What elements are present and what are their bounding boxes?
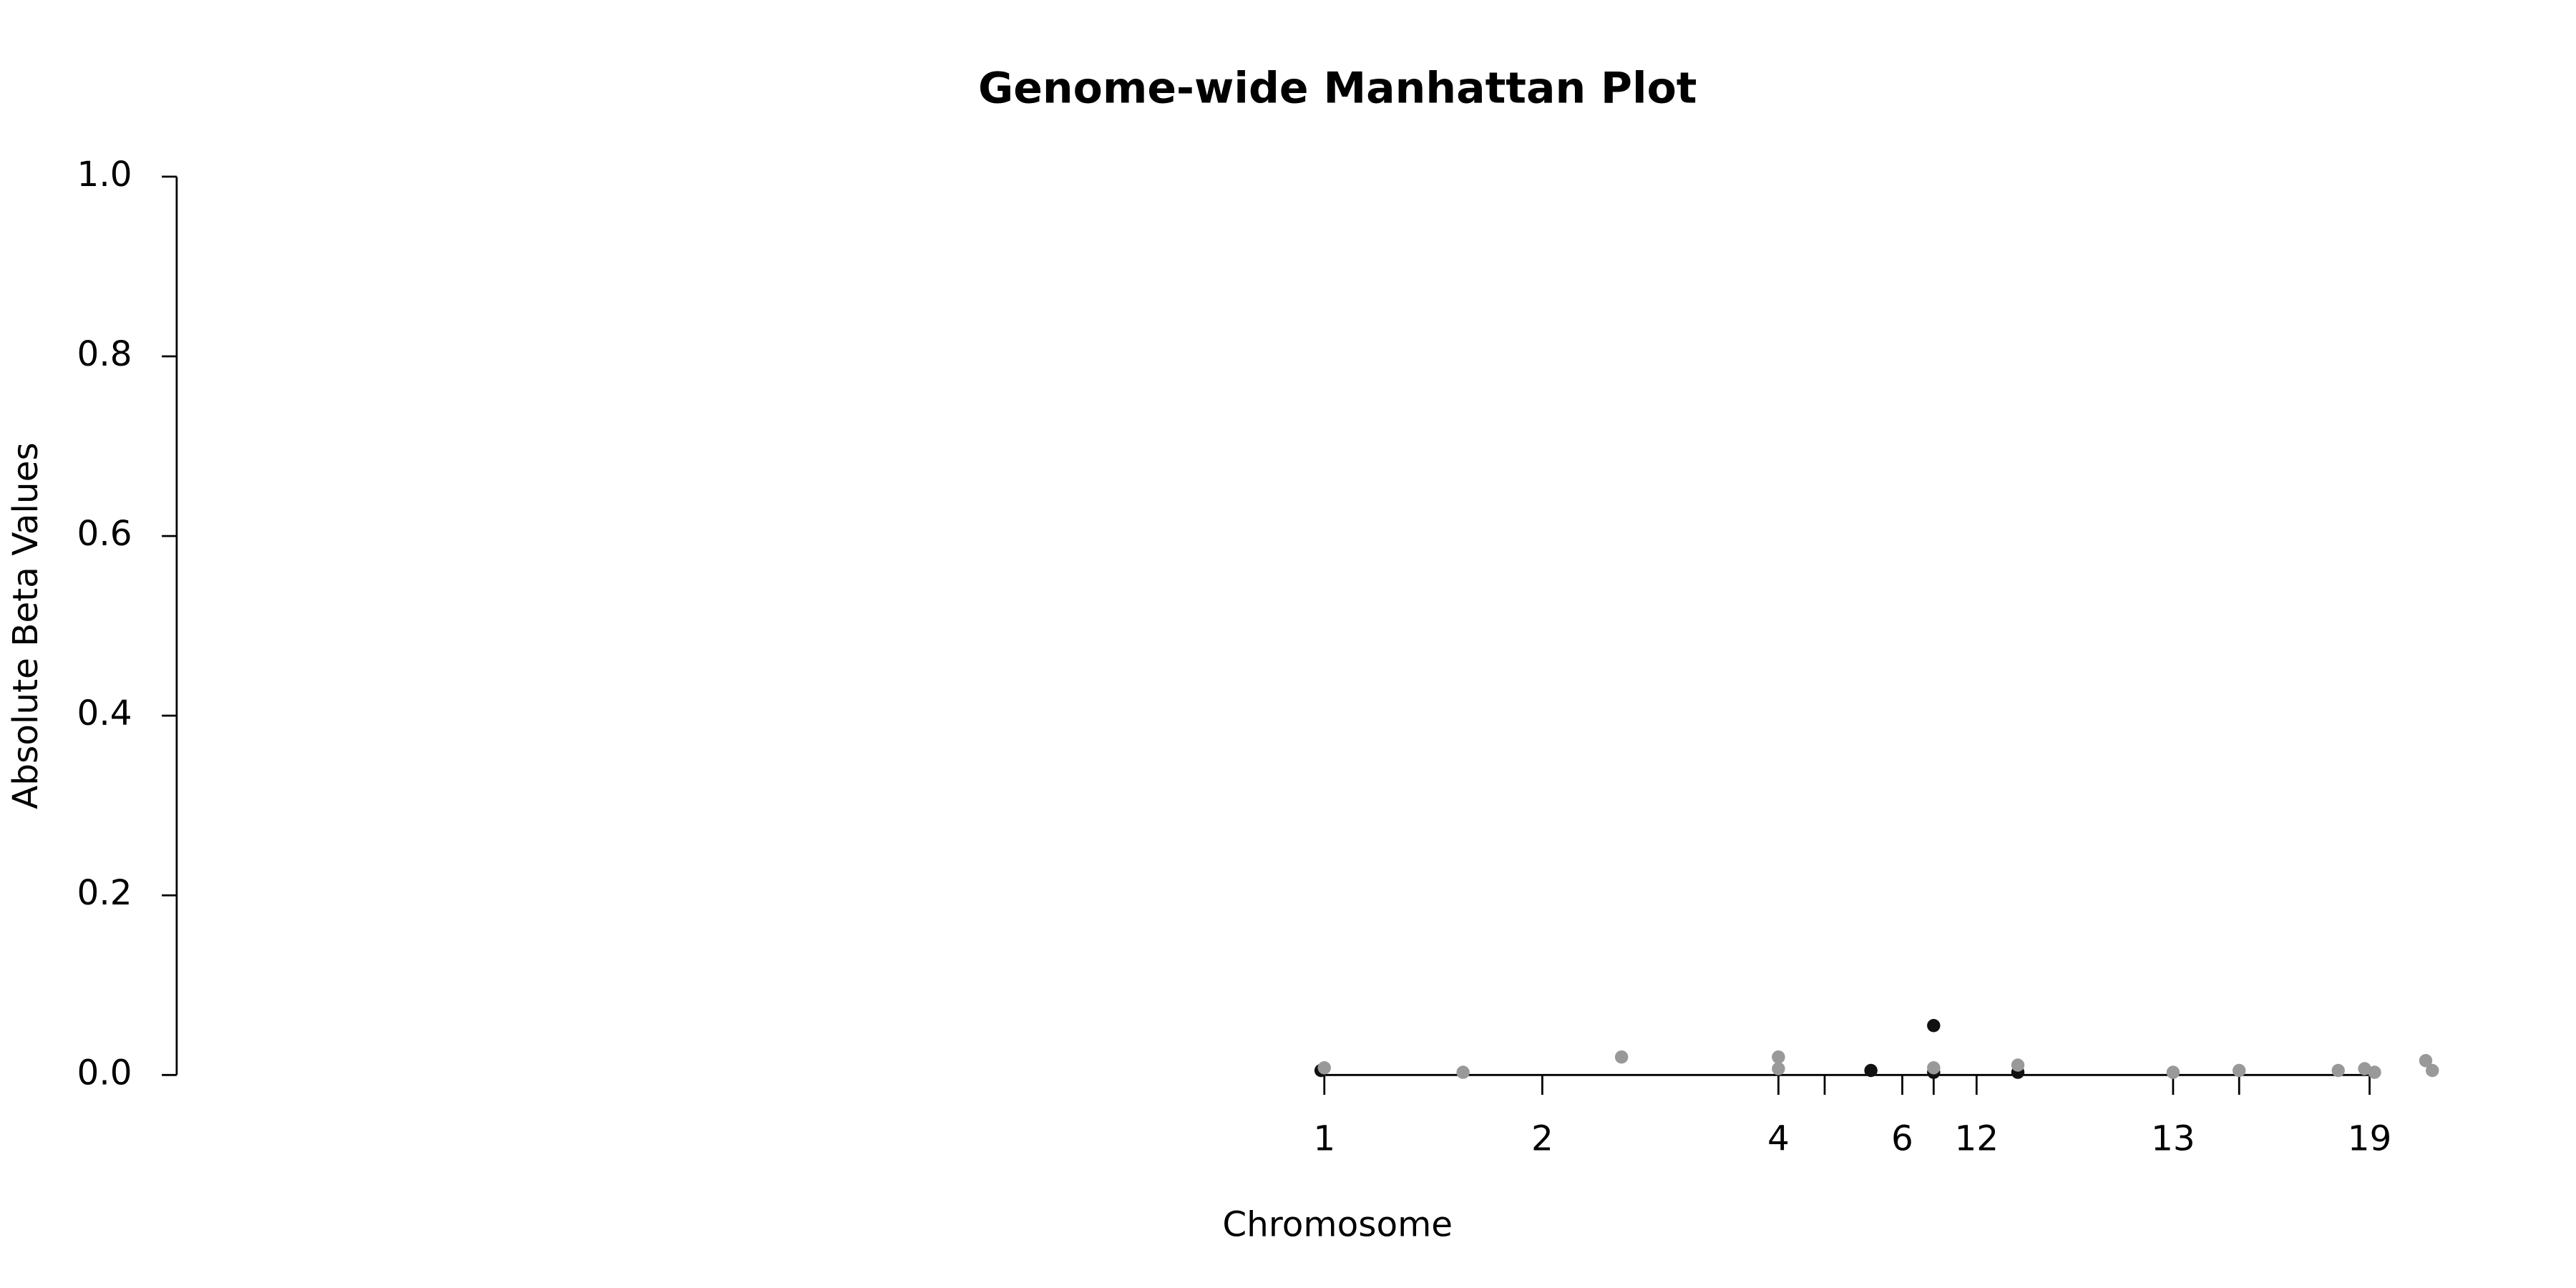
- x-tick-label: 6: [1891, 1119, 1913, 1159]
- point: [1456, 1065, 1470, 1079]
- x-axis-label: Chromosome: [1222, 1205, 1453, 1245]
- point: [1927, 1061, 1941, 1075]
- y-tick-label: 0.0: [77, 1053, 132, 1093]
- point: [2358, 1062, 2371, 1075]
- y-axis-label: Absolute Beta Values: [6, 442, 46, 809]
- point: [1772, 1062, 1785, 1075]
- point: [2166, 1065, 2180, 1079]
- point: [2368, 1065, 2381, 1079]
- y-tick-label: 1.0: [77, 155, 132, 195]
- point: [1317, 1061, 1331, 1075]
- y-tick-label: 0.4: [77, 693, 132, 733]
- point: [2331, 1063, 2345, 1078]
- point: [2011, 1058, 2025, 1072]
- y-tick-label: 0.2: [77, 873, 132, 913]
- point: [2233, 1063, 2246, 1078]
- x-tick-label: 4: [1767, 1119, 1790, 1159]
- point: [1614, 1050, 1629, 1064]
- x-tick-label: 1: [1313, 1119, 1335, 1159]
- x-tick-label: 12: [1954, 1119, 1999, 1159]
- y-tick-label: 0.8: [77, 334, 132, 374]
- point: [1772, 1050, 1785, 1064]
- point: [1864, 1063, 1878, 1078]
- point: [2426, 1063, 2439, 1078]
- y-tick-label: 0.6: [77, 514, 132, 554]
- x-tick-label: 19: [2348, 1119, 2392, 1159]
- point: [2419, 1053, 2433, 1068]
- point: [1927, 1019, 1941, 1033]
- x-tick-label: 13: [2151, 1119, 2195, 1159]
- x-tick-label: 2: [1531, 1119, 1553, 1159]
- chart-title: Genome-wide Manhattan Plot: [978, 64, 1697, 114]
